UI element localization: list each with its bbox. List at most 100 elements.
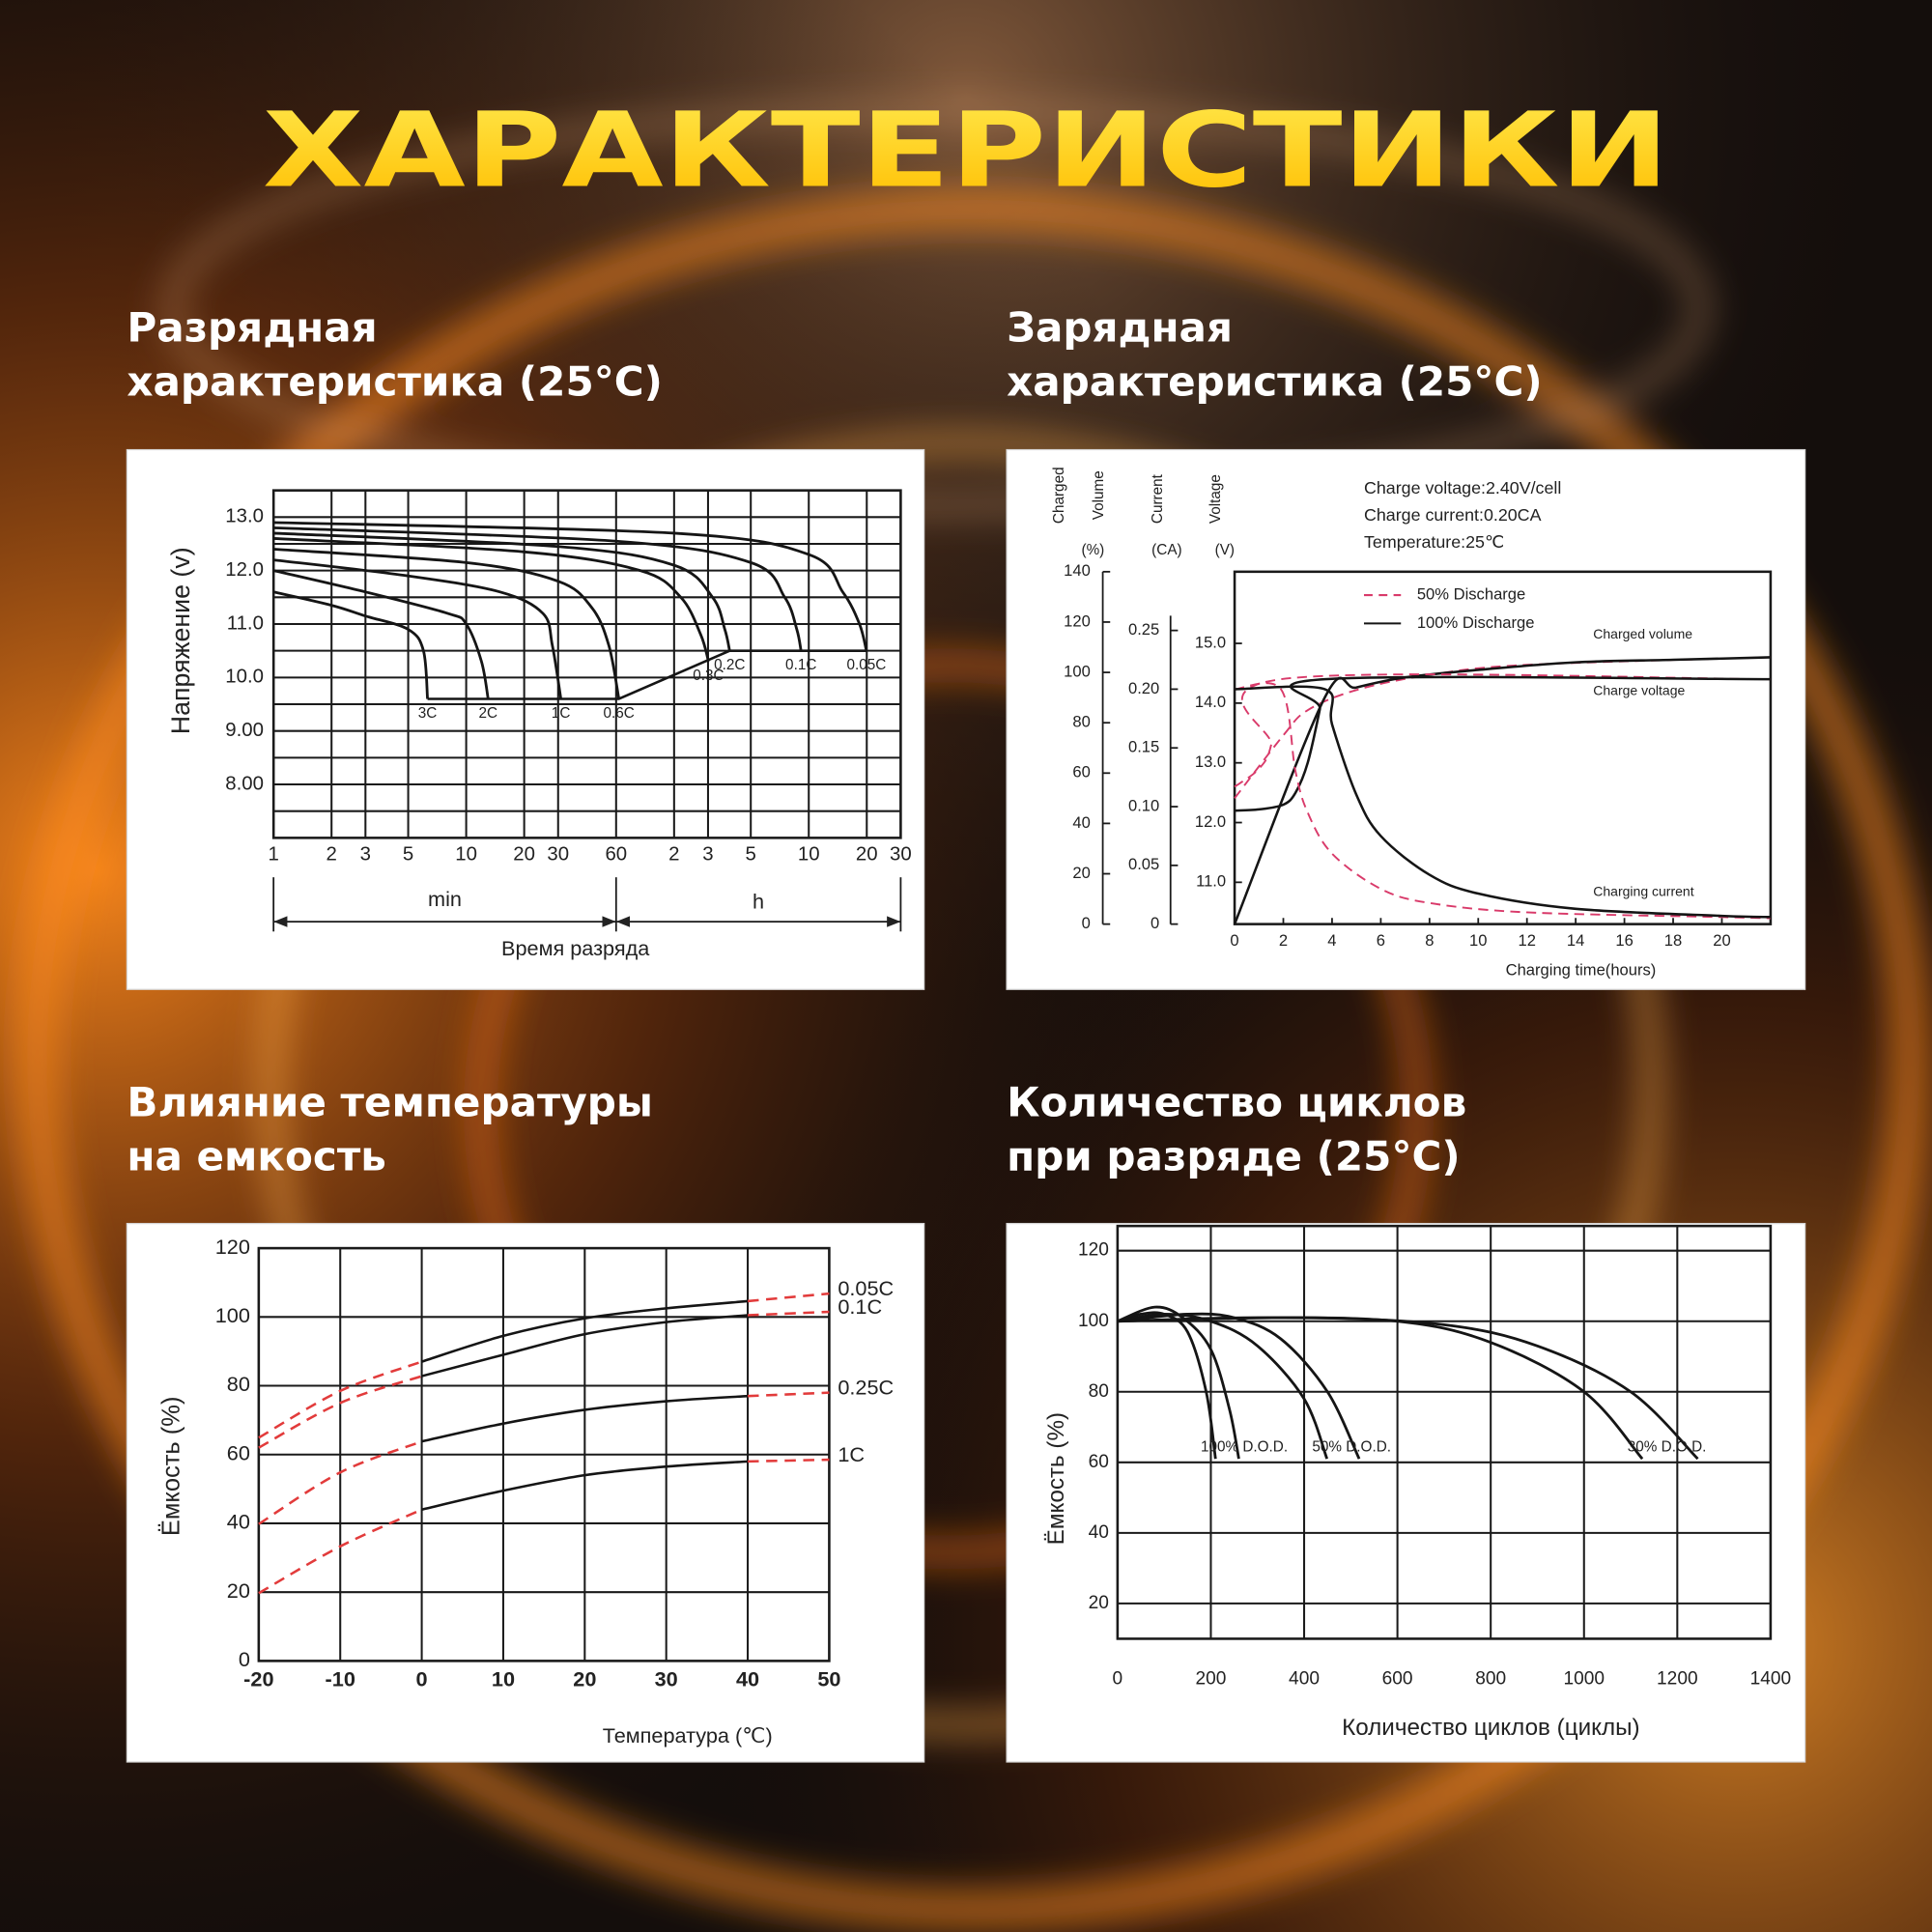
x-tick-label: 2	[668, 844, 679, 866]
extrapolated-curve	[258, 1440, 423, 1525]
x-tick-label: 50	[817, 1667, 840, 1691]
extrapolated-curve	[258, 1508, 423, 1595]
discharge-curve	[273, 537, 710, 663]
chart-heading: Зарядная	[1007, 303, 1233, 351]
page-title: ХАРАКТЕРИСТИКИ	[263, 92, 1670, 212]
series-label: 0.1C	[838, 1294, 882, 1319]
y-axis-label: Current	[1150, 473, 1166, 524]
x-tick-label: 2	[327, 844, 337, 866]
legend-label: 100% Discharge	[1417, 613, 1535, 632]
discharge-curve	[272, 558, 562, 699]
cycle-curve	[1117, 1313, 1329, 1460]
y-tick-label: 13.0	[1195, 753, 1226, 771]
x-tick-label: 5	[403, 844, 413, 866]
y-tick-label: 0.15	[1128, 738, 1159, 756]
x-tick-label: 10	[492, 1667, 515, 1691]
discharge-curve	[273, 526, 803, 651]
y-tick-label: 120	[1064, 611, 1091, 630]
x-tick-label: -10	[326, 1667, 355, 1691]
y-tick-label: 0.20	[1128, 679, 1159, 697]
chart-heading: при разряде (25°C)	[1007, 1133, 1461, 1180]
x-tick-label: 40	[736, 1667, 759, 1691]
x-axis-label: Время разряда	[501, 936, 650, 960]
range-label: h	[753, 890, 764, 914]
cycle-curve	[1117, 1312, 1361, 1460]
discharge-curve	[273, 548, 621, 699]
plot-frame	[271, 489, 902, 839]
x-tick-label: 1200	[1657, 1669, 1698, 1690]
series-label: 100% D.O.D.	[1201, 1439, 1288, 1456]
x-tick-label: 2	[1279, 931, 1288, 950]
y-tick-label: 11.0	[227, 612, 264, 634]
x-tick-label: 30	[890, 844, 912, 866]
chart-note: Charge voltage:2.40V/cell	[1364, 478, 1561, 497]
series-label: Charged volume	[1593, 626, 1692, 641]
axis-unit: (CA)	[1151, 542, 1181, 558]
y-tick-label: 20	[227, 1578, 250, 1603]
x-tick-label: 3	[702, 844, 713, 866]
series-label: Charging current	[1593, 884, 1693, 899]
series-label: 0.05C	[838, 1276, 894, 1300]
x-tick-label: -20	[243, 1667, 273, 1691]
x-tick-label: 800	[1475, 1669, 1506, 1690]
charge-curve	[1234, 673, 1771, 788]
y-tick-label: 9.00	[225, 720, 264, 741]
capacity-curve	[421, 1299, 749, 1363]
discharge-curve	[273, 521, 868, 652]
x-tick-label: 0	[1113, 1669, 1123, 1690]
extrapolated-curve	[747, 1310, 830, 1317]
y-axis-label: Charged	[1051, 467, 1067, 524]
y-tick-label: 100	[1078, 1311, 1109, 1331]
chart-panel	[126, 448, 925, 990]
y-tick-label: 60	[1089, 1452, 1109, 1472]
x-tick-label: 10	[798, 844, 820, 866]
charge-curve	[1235, 685, 1771, 919]
extrapolated-curve	[747, 1391, 830, 1398]
y-tick-label: 0	[239, 1647, 250, 1671]
x-tick-label: 600	[1382, 1669, 1413, 1690]
y-tick-label: 20	[1089, 1593, 1109, 1613]
chart-heading: на емкость	[127, 1133, 385, 1180]
y-tick-label: 15.0	[1195, 633, 1226, 651]
x-tick-label: 3	[360, 844, 371, 866]
cycle-curve	[1117, 1311, 1217, 1460]
x-tick-label: 20	[573, 1667, 596, 1691]
series-label: 0.6C	[603, 705, 634, 722]
axis-unit: (V)	[1215, 542, 1235, 558]
plot-frame	[1233, 570, 1773, 925]
x-tick-label: 0	[1230, 931, 1238, 950]
y-tick-label: 100	[215, 1303, 250, 1327]
series-label: 1C	[838, 1442, 865, 1466]
charge-curve	[1234, 682, 1771, 920]
series-label: 2C	[479, 705, 498, 722]
legend-label: 50% Discharge	[1417, 584, 1525, 603]
chart-heading: характеристика (25°C)	[1007, 357, 1542, 405]
y-tick-label: 8.00	[225, 773, 264, 794]
y-tick-label: 80	[1089, 1381, 1109, 1402]
series-label: 0.05C	[847, 657, 887, 673]
chart-panel	[1006, 448, 1806, 990]
y-tick-label: 20	[1072, 864, 1090, 882]
extrapolated-curve	[747, 1292, 830, 1303]
y-tick-label: 140	[1064, 561, 1091, 580]
y-tick-label: 80	[227, 1372, 250, 1396]
y-tick-label: 40	[227, 1510, 250, 1534]
y-axis-label: Volume	[1091, 470, 1107, 520]
x-tick-label: 4	[1327, 931, 1336, 950]
extrapolated-curve	[258, 1360, 423, 1439]
y-axis-label: Ёмкость (%)	[1043, 1412, 1069, 1545]
y-tick-label: 80	[1072, 713, 1090, 731]
series-label: 0.1C	[785, 657, 816, 673]
y-tick-label: 0	[1151, 914, 1159, 932]
y-tick-label: 0.25	[1128, 620, 1159, 639]
y-tick-label: 60	[1072, 763, 1090, 781]
capacity-curve	[421, 1314, 749, 1378]
x-tick-label: 1	[268, 844, 278, 866]
y-tick-label: 120	[1078, 1240, 1109, 1261]
series-label: 3C	[418, 705, 438, 722]
y-tick-label: 14.0	[1195, 693, 1226, 711]
series-label: 1C	[552, 705, 571, 722]
x-tick-label: 0	[416, 1667, 428, 1691]
y-tick-label: 40	[1089, 1522, 1109, 1543]
